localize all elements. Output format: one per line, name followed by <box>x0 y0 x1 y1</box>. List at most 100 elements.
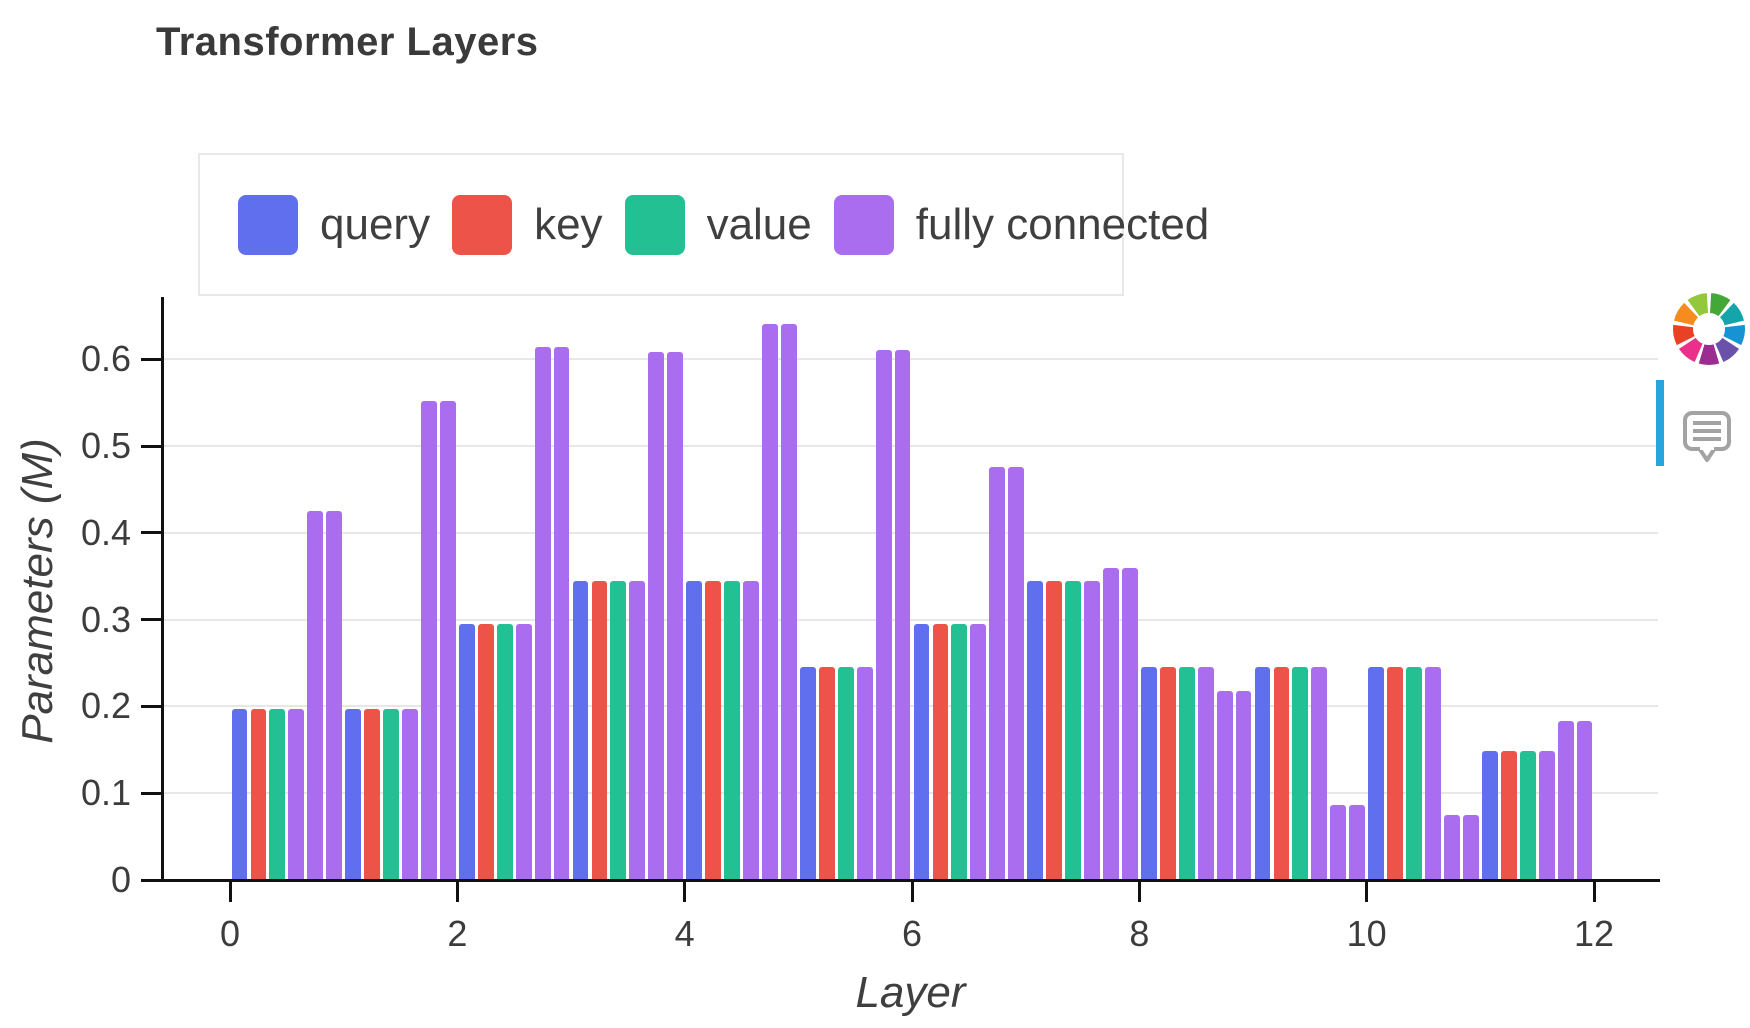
bar-key-layer-7 <box>1046 581 1062 880</box>
legend-label-value: value <box>706 199 812 249</box>
bar-fully-connected-layer-8 <box>1235 690 1252 880</box>
y-tick <box>141 618 161 622</box>
bar-fully-connected-layer-7 <box>1103 568 1119 880</box>
y-tick <box>141 791 161 795</box>
bar-fully-connected-layer-0 <box>288 709 305 880</box>
query-swatch <box>238 194 298 255</box>
bar-fully-connected-layer-1 <box>421 400 437 880</box>
x-tick-label: 10 <box>1346 913 1387 954</box>
bar-fully-connected-layer-6 <box>970 624 987 880</box>
gridline <box>163 531 1658 534</box>
logo-petal <box>1698 344 1720 365</box>
logo-petal <box>1673 324 1695 346</box>
bar-query-layer-6 <box>913 624 930 880</box>
y-axis-line <box>161 297 164 882</box>
x-tick-label: 12 <box>1573 913 1615 954</box>
gridline <box>163 358 1658 361</box>
bar-fully-connected-layer-7 <box>1121 568 1138 880</box>
x-tick <box>228 882 232 902</box>
x-axis-line <box>161 879 1660 882</box>
x-tick-label: 2 <box>447 913 468 954</box>
logo-petal <box>1678 337 1703 363</box>
bar-fully-connected-layer-2 <box>553 347 570 880</box>
legend-label-key: key <box>534 199 603 249</box>
bar-fully-connected-layer-10 <box>1425 666 1441 880</box>
fully-connected-swatch <box>833 194 894 255</box>
bar-fully-connected-layer-2 <box>534 347 551 880</box>
bar-query-layer-11 <box>1481 750 1498 880</box>
bar-query-layer-8 <box>1140 666 1157 880</box>
bar-query-layer-10 <box>1368 666 1385 880</box>
bar-fully-connected-layer-3 <box>648 351 665 880</box>
bar-fully-connected-layer-0 <box>307 511 324 880</box>
bar-fully-connected-layer-11 <box>1557 721 1574 880</box>
bar-fully-connected-layer-7 <box>1084 581 1100 880</box>
bar-fully-connected-layer-6 <box>989 466 1006 880</box>
y-tick-label: 0.6 <box>80 338 131 380</box>
hover-tool-icon[interactable] <box>1682 410 1732 464</box>
bar-key-layer-2 <box>477 624 494 880</box>
x-tick-label: 0 <box>219 913 241 954</box>
bar-fully-connected-layer-5 <box>875 349 892 880</box>
x-tick <box>455 882 459 902</box>
y-tick-label: 0.1 <box>80 772 131 814</box>
bar-fully-connected-layer-11 <box>1576 721 1593 880</box>
chart-title: Transformer Layers <box>156 20 539 64</box>
bar-fully-connected-layer-4 <box>762 323 778 880</box>
bar-key-layer-11 <box>1500 750 1517 880</box>
gridline <box>163 792 1658 795</box>
gridline <box>163 618 1658 621</box>
bar-value-layer-4 <box>724 581 740 880</box>
bar-fully-connected-layer-2 <box>515 624 532 880</box>
bar-value-layer-1 <box>383 709 399 880</box>
bar-query-layer-7 <box>1027 581 1044 880</box>
bar-query-layer-9 <box>1254 666 1271 880</box>
plot-area: 0 0.1 0.2 0.3 0.4 0.5 0.6 0 2 4 6 8 10 12 <box>81 297 1660 952</box>
bar-value-layer-2 <box>496 624 513 880</box>
x-tick-label: 8 <box>1129 913 1150 954</box>
bar-value-layer-11 <box>1519 750 1536 880</box>
bar-value-layer-3 <box>610 581 627 880</box>
x-tick <box>1592 882 1596 902</box>
bar-fully-connected-layer-3 <box>667 351 684 880</box>
gridline <box>163 445 1658 448</box>
x-tick <box>683 882 687 902</box>
bar-fully-connected-layer-4 <box>743 581 759 880</box>
bar-key-layer-1 <box>364 709 380 880</box>
bar-value-layer-6 <box>951 624 968 880</box>
legend-label-fully-connected: fully connected <box>915 199 1210 249</box>
bar-fully-connected-layer-9 <box>1311 666 1328 880</box>
x-axis-title: Layer <box>855 968 966 1017</box>
bar-key-layer-8 <box>1159 666 1176 880</box>
key-swatch <box>452 194 513 255</box>
legend-label-query: query <box>320 199 431 249</box>
holoviews-logo[interactable] <box>1672 292 1746 366</box>
bar-value-layer-5 <box>837 666 854 880</box>
bar-key-layer-0 <box>250 709 267 880</box>
legend-item-key: key <box>452 194 624 255</box>
bar-key-layer-9 <box>1273 666 1290 880</box>
bar-fully-connected-layer-6 <box>1008 466 1025 880</box>
value-swatch <box>624 194 685 255</box>
bar-key-layer-4 <box>705 581 721 880</box>
x-tick-label: 6 <box>901 913 923 954</box>
bar-query-layer-1 <box>345 709 362 880</box>
y-tick <box>141 444 161 448</box>
y-tick <box>141 878 161 882</box>
bar-fully-connected-layer-11 <box>1538 750 1555 880</box>
bar-fully-connected-layer-9 <box>1349 804 1366 880</box>
bar-query-layer-4 <box>686 581 703 880</box>
logo-petal <box>1720 302 1745 326</box>
logo-petal <box>1673 302 1698 326</box>
logo-petal <box>1709 293 1731 317</box>
bar-value-layer-9 <box>1292 666 1309 880</box>
bar-fully-connected-layer-8 <box>1216 690 1233 880</box>
x-tick-label: 4 <box>674 913 695 954</box>
x-tick <box>910 882 914 902</box>
y-tick <box>141 357 161 361</box>
bar-fully-connected-layer-1 <box>402 709 418 880</box>
bar-fully-connected-layer-8 <box>1197 666 1214 880</box>
x-tick <box>1137 882 1141 902</box>
bar-fully-connected-layer-5 <box>894 349 911 880</box>
legend: query key value fully connected <box>198 153 1209 296</box>
